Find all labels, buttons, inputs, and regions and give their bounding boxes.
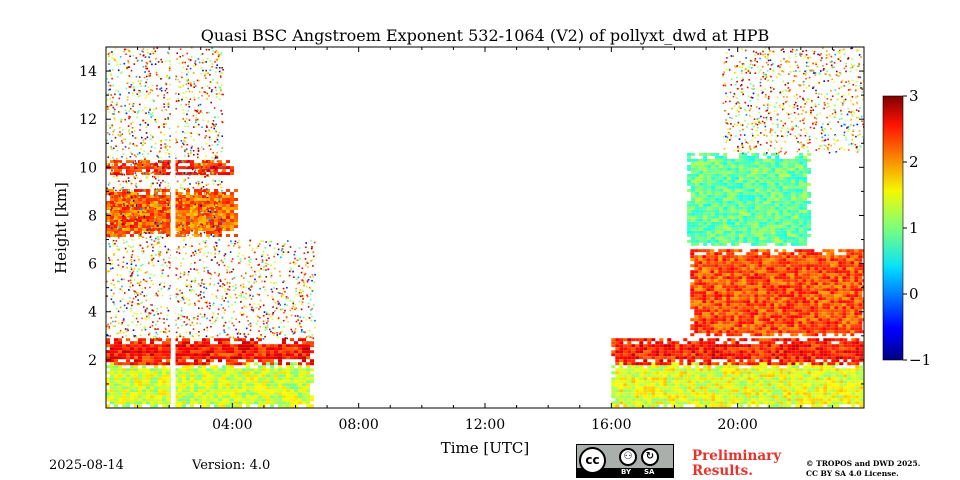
- preliminary-line2: Results.: [692, 463, 753, 479]
- data-region-boundary-layer-evening: [611, 362, 864, 408]
- x-tick-label: 08:00: [338, 417, 378, 433]
- data-region-cloud-layer: [687, 152, 812, 246]
- copyright-line1: © TROPOS and DWD 2025.: [806, 459, 921, 468]
- colorbar: [882, 95, 904, 361]
- badge-bar: [577, 468, 673, 477]
- data-region-layer-top-night: [106, 338, 314, 366]
- copyright-line2: CC BY SA 4.0 License.: [806, 469, 899, 478]
- noise-area-1: [106, 47, 225, 340]
- colorbar-ticks: 3 2 1 0 −1: [903, 87, 931, 369]
- copyright-note: © TROPOS and DWD 2025. CC BY SA 4.0 Lice…: [806, 459, 920, 479]
- y-tick-label: 10: [79, 160, 97, 176]
- colorbar-tick-label: 3: [909, 87, 919, 105]
- noise-area-2: [223, 239, 316, 340]
- attribution-icon: ⚇: [619, 448, 637, 466]
- colorbar-tick-label: 2: [909, 153, 919, 171]
- colorbar-tick-label: 0: [909, 285, 919, 303]
- y-tick-label: 6: [88, 257, 97, 273]
- y-tick-label: 2: [88, 353, 97, 369]
- sa-label: SA: [644, 468, 655, 476]
- preliminary-line1: Preliminary: [692, 448, 782, 464]
- x-tick-label: 20:00: [717, 417, 757, 433]
- by-label: BY: [621, 468, 632, 476]
- footer-version: Version: 4.0: [192, 458, 271, 473]
- noise-area-3: [722, 47, 864, 155]
- data-region-boundary-layer-night: [106, 362, 314, 408]
- footer-date: 2025-08-14: [49, 458, 124, 473]
- share-alike-icon: ↻: [641, 448, 659, 466]
- data-region-aerosol-layer-evening: [690, 249, 864, 337]
- plot-area: [106, 47, 864, 408]
- x-tick-label: 16:00: [591, 417, 631, 433]
- y-tick-label: 14: [79, 64, 97, 80]
- preliminary-note: Preliminary Results.: [692, 449, 781, 479]
- colorbar-tick-label: −1: [909, 351, 931, 369]
- x-tick-label: 12:00: [465, 417, 505, 433]
- chart-title: Quasi BSC Angstroem Exponent 532-1064 (V…: [201, 26, 769, 45]
- data-gap-1: [170, 47, 176, 408]
- cc-license-badge[interactable]: cc ⚇ ↻ BY SA: [576, 444, 674, 478]
- x-axis-label: Time [UTC]: [441, 439, 530, 457]
- axis-ticks: 04:00 08:00 12:00 16:00 20:00 2 4 6 8 10 12 14: [79, 46, 864, 433]
- data-region-layer-top-evening: [611, 338, 864, 366]
- y-tick-label: 4: [88, 305, 97, 321]
- y-tick-label: 12: [79, 112, 97, 128]
- x-tick-label: 04:00: [212, 417, 252, 433]
- colorbar-tick-label: 1: [909, 219, 919, 237]
- y-axis-label: Height [km]: [52, 182, 70, 274]
- y-tick-label: 8: [88, 208, 97, 224]
- cc-icon: cc: [579, 447, 606, 474]
